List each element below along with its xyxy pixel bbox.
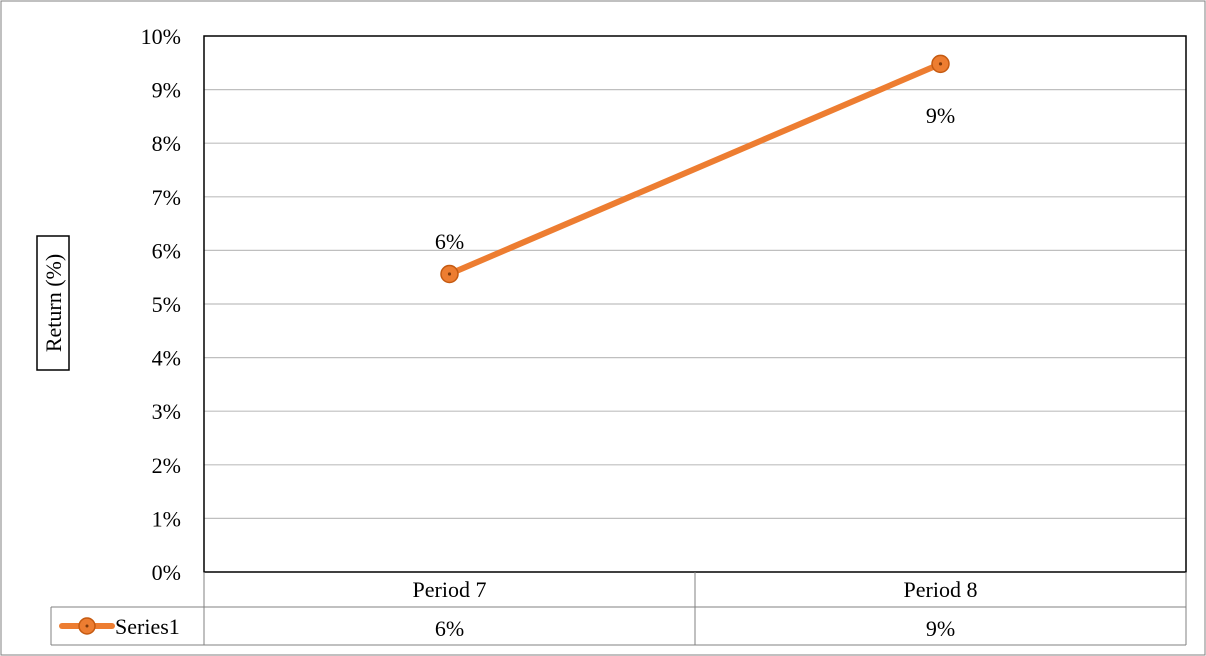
table-cell-value: 6% [435,616,464,641]
y-tick-label: 2% [152,453,181,478]
y-tick-label: 8% [152,131,181,156]
y-tick-label: 9% [152,78,181,103]
legend-key-marker-center [85,624,89,628]
y-tick-label: 7% [152,185,181,210]
x-category-label: Period 7 [413,577,487,602]
y-axis-title: Return (%) [36,235,70,371]
gridlines [204,88,1186,520]
y-tick-label: 4% [152,346,181,371]
table-cell-value: 9% [926,616,955,641]
y-tick-label: 0% [152,560,181,585]
y-axis-ticks: 0% 1% 2% 3% 4% 5% 6% 7% 8% 9% 10% [141,24,181,585]
data-point-marker-center [938,62,943,66]
y-tick-label: 1% [152,506,181,531]
data-label: 9% [926,103,955,128]
y-tick-label: 10% [141,24,181,49]
data-label: 6% [435,229,464,254]
x-category-label: Period 8 [904,577,978,602]
y-axis-label: Return (%) [41,254,66,352]
y-tick-label: 3% [152,399,181,424]
y-axis-title-box [36,235,70,371]
data-table: Period 7 Period 8 Series1 6% 9% [50,572,1187,646]
y-tick-label: 5% [152,292,181,317]
legend-series-name: Series1 [115,614,180,639]
data-point-marker-center [447,272,452,276]
y-tick-label: 6% [152,238,181,263]
series-layer: 6% 9% [435,54,955,284]
series-line [446,60,944,277]
